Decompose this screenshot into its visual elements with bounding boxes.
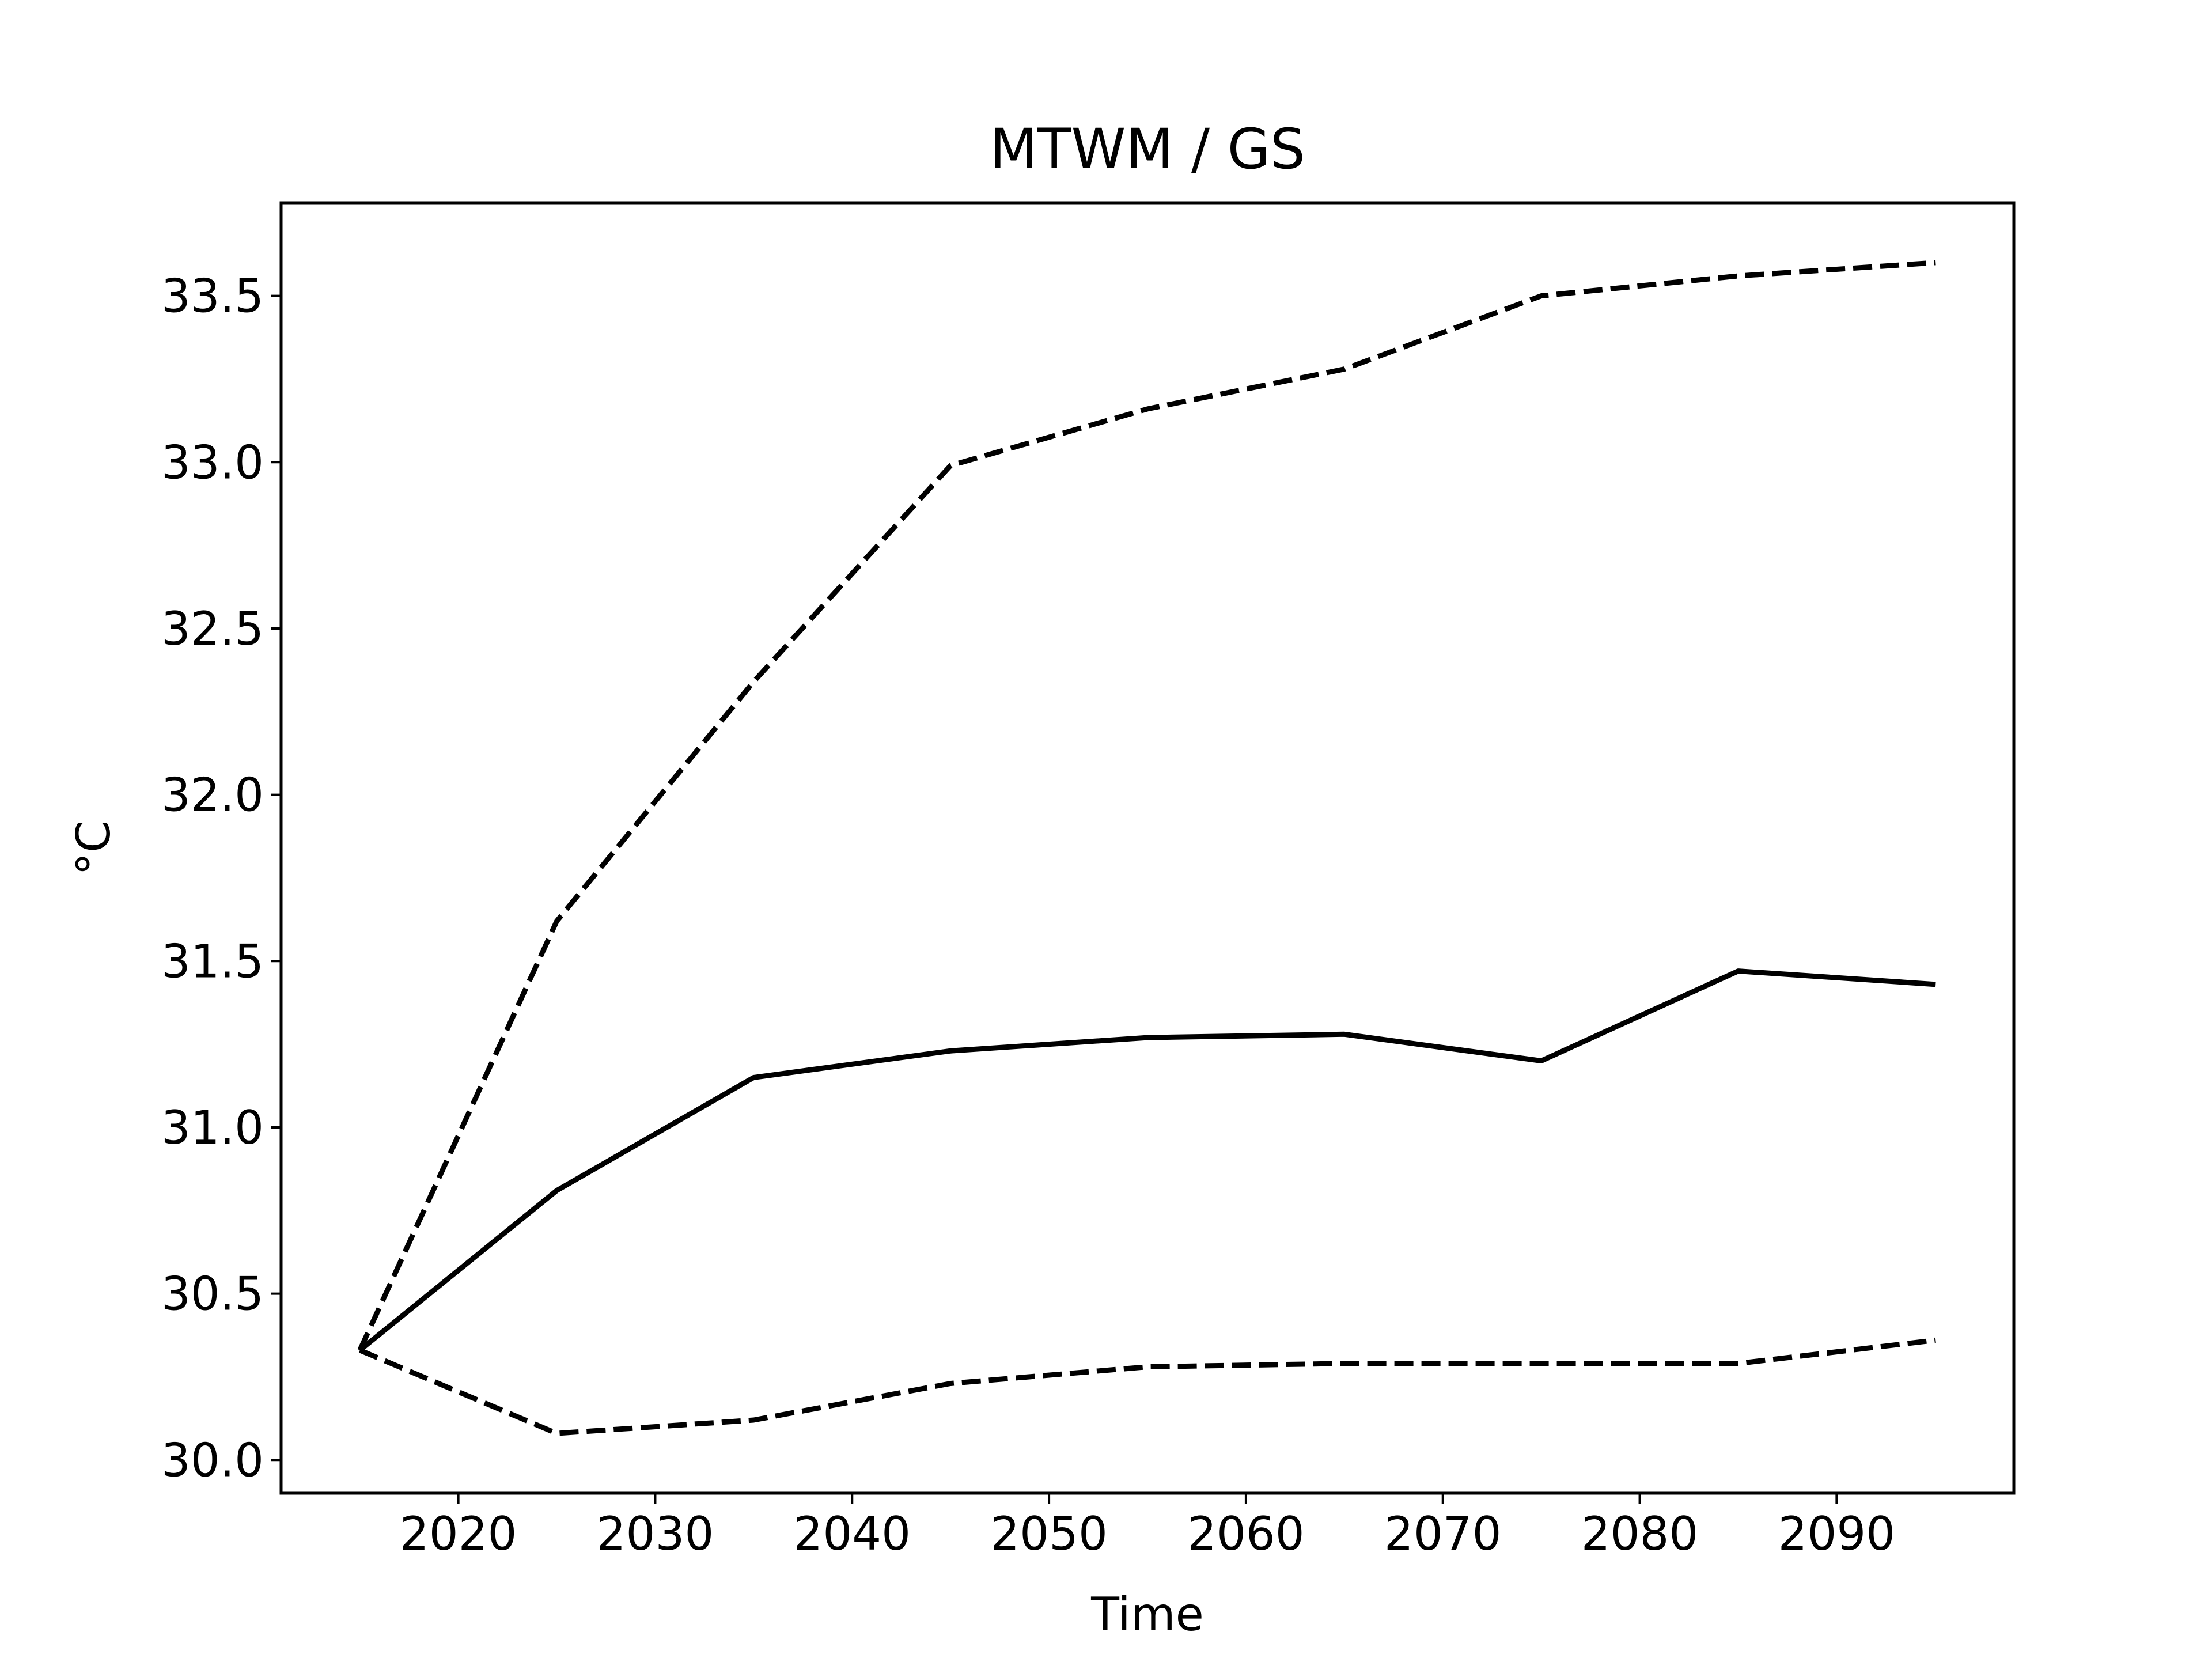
x-tick-label: 2080 xyxy=(1581,1507,1699,1561)
y-tick-label: 30.0 xyxy=(161,1433,264,1487)
x-tick-label: 2070 xyxy=(1384,1507,1502,1561)
y-axis-label: °C xyxy=(67,820,120,876)
x-tick-label: 2020 xyxy=(400,1507,517,1561)
y-tick-label: 33.0 xyxy=(161,436,264,489)
y-tick-label: 30.5 xyxy=(161,1267,264,1321)
y-tick-label: 31.0 xyxy=(161,1101,264,1154)
y-tick-label: 33.5 xyxy=(161,270,264,323)
x-axis-label: Time xyxy=(1090,1588,1204,1641)
y-tick-label: 32.0 xyxy=(161,768,264,822)
x-tick-label: 2060 xyxy=(1187,1507,1305,1561)
y-tick-label: 31.5 xyxy=(161,934,264,988)
x-tick-label: 2090 xyxy=(1778,1507,1896,1561)
x-tick-label: 2040 xyxy=(793,1507,911,1561)
x-tick-label: 2050 xyxy=(990,1507,1108,1561)
chart-title: MTWM / GS xyxy=(990,117,1305,181)
x-tick-label: 2030 xyxy=(597,1507,714,1561)
y-tick-label: 32.5 xyxy=(161,602,264,656)
